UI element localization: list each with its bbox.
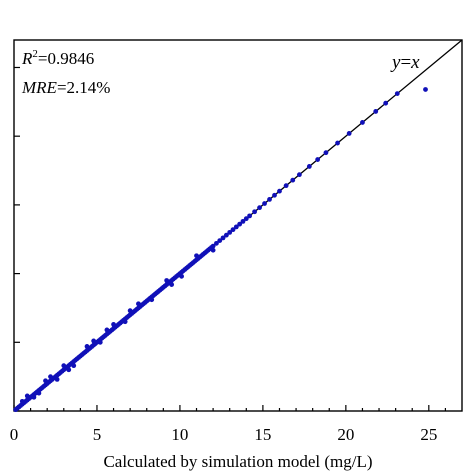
data-point <box>373 109 379 114</box>
data-point <box>111 322 116 327</box>
data-point <box>122 319 128 325</box>
data-point <box>127 308 133 314</box>
data-point <box>149 297 155 303</box>
data-point <box>383 100 389 106</box>
x-tick-label-10: 10 <box>171 425 188 444</box>
x-axis-tick-labels: 0 5 10 15 20 25 <box>10 425 438 444</box>
data-point <box>335 140 340 146</box>
data-point <box>306 164 312 169</box>
data-point <box>61 363 67 369</box>
data-point <box>247 213 253 219</box>
x-tick-label-15: 15 <box>254 425 271 444</box>
data-point <box>179 273 184 279</box>
data-point <box>66 367 72 373</box>
data-point <box>194 253 199 259</box>
data-point <box>104 327 110 333</box>
x-axis-title: Calculated by simulation model (mg/L) <box>103 452 372 471</box>
data-point <box>257 205 262 211</box>
x-axis-ticks <box>13 405 447 411</box>
plot-frame <box>13 39 463 412</box>
data-point <box>223 232 229 238</box>
data-point <box>233 224 239 230</box>
r2-annotation: R2=0.9846 <box>21 48 94 68</box>
data-point <box>290 177 296 183</box>
x-tick-label-25: 25 <box>420 425 437 444</box>
data-point <box>48 374 53 380</box>
data-point <box>164 278 170 283</box>
x-tick-label-0: 0 <box>10 425 19 444</box>
data-point <box>217 238 223 244</box>
data-point <box>423 87 428 92</box>
data-point <box>323 150 329 156</box>
data-point <box>277 188 282 194</box>
data-point <box>272 192 277 198</box>
data-point <box>283 183 289 189</box>
data-point <box>296 172 302 178</box>
data-point <box>214 240 219 246</box>
mre-annotation: MRE=2.14% <box>21 78 110 97</box>
data-point <box>252 209 257 215</box>
data-point <box>360 120 365 125</box>
data-point <box>43 378 48 384</box>
x-tick-label-20: 20 <box>337 425 354 444</box>
data-point <box>315 157 321 162</box>
data-point <box>91 338 97 344</box>
data-point <box>394 91 400 96</box>
data-point <box>169 282 175 287</box>
data-point <box>19 398 25 404</box>
data-point <box>97 339 103 345</box>
data-point <box>262 201 267 206</box>
data-point <box>210 247 216 253</box>
data-points <box>13 87 428 413</box>
data-point <box>227 229 233 235</box>
y-axis-ticks <box>14 66 20 412</box>
data-point <box>210 243 216 249</box>
data-point <box>243 216 249 222</box>
data-point <box>84 344 90 349</box>
data-point <box>136 301 141 307</box>
data-point <box>237 221 243 227</box>
data-point <box>346 131 352 136</box>
data-point <box>267 196 272 202</box>
data-point <box>240 218 246 224</box>
data-point <box>220 235 226 241</box>
data-point <box>36 390 42 396</box>
data-point <box>230 227 236 233</box>
data-point <box>54 376 60 382</box>
data-point <box>31 394 37 400</box>
data-point <box>71 363 77 369</box>
x-tick-label-5: 5 <box>93 425 102 444</box>
reference-line-label: y=x <box>390 52 420 73</box>
data-point <box>24 393 30 399</box>
